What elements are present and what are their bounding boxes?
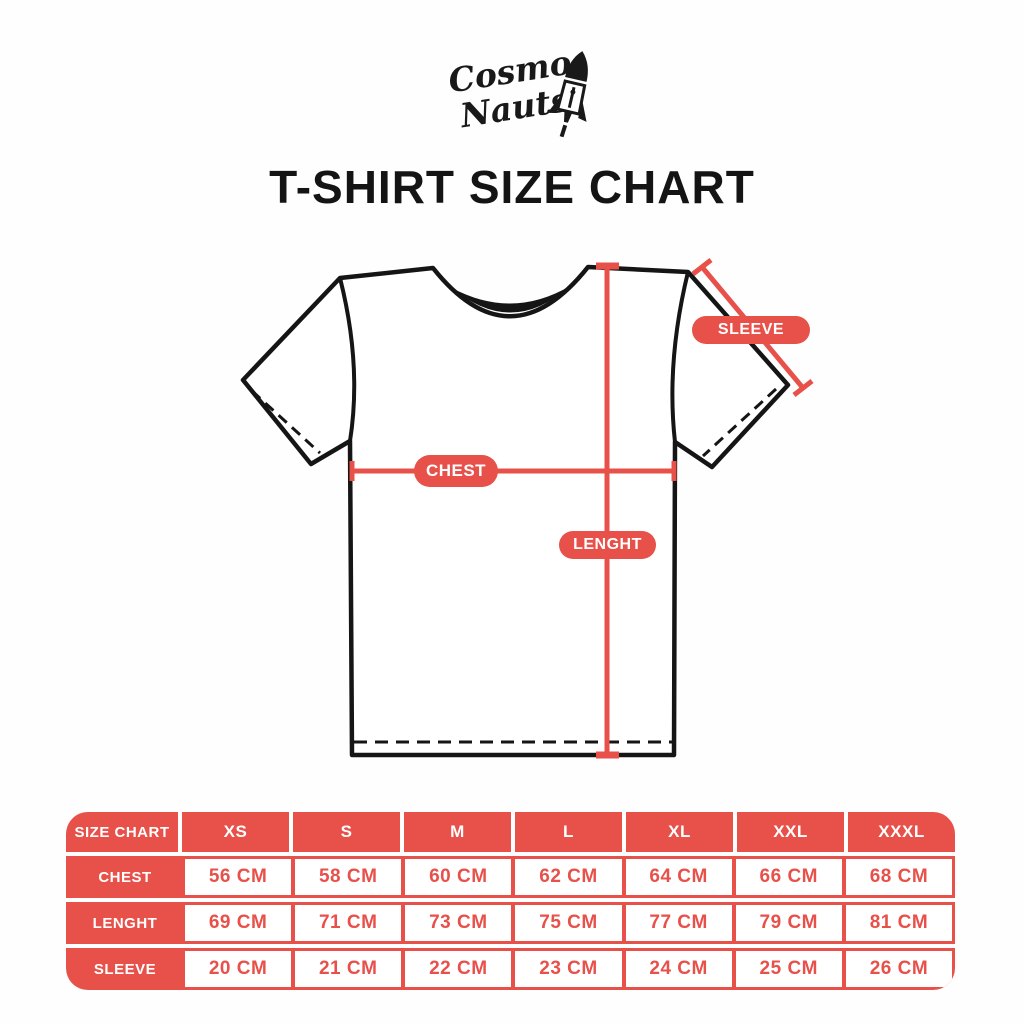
length-xxl-value: 79 CM [735,905,842,941]
sleeve-l-value: 23 CM [515,951,622,987]
chest-m-value: 60 CM [405,859,512,895]
chest-l-value: 62 CM [515,859,622,895]
column-header-xl: XL [626,812,733,852]
length-l-value: 75 CM [515,905,622,941]
chest-xs-value: 56 CM [185,859,292,895]
column-header-m: M [404,812,511,852]
table-header-row: SIZE CHART XS S M L XL XXL XXXL [66,812,955,852]
brand-logo: Cosmo Nauts [430,40,620,150]
sleeve-xs-value: 20 CM [185,951,292,987]
length-xs-value: 69 CM [185,905,292,941]
table-corner-cell: SIZE CHART [66,812,178,852]
sleeve-xxl-value: 25 CM [735,951,842,987]
row-label-sleeve: SLEEVE [69,951,181,987]
measurement-lines [349,258,814,759]
table-row-length: LENGHT 69 CM 71 CM 73 CM 75 CM 77 CM 79 … [66,902,955,944]
column-header-s: S [293,812,400,852]
table-row-sleeve: SLEEVE 20 CM 21 CM 22 CM 23 CM 24 CM 25 … [66,948,955,990]
chest-xxl-value: 66 CM [735,859,842,895]
chest-xxxl-value: 68 CM [845,859,952,895]
column-header-xs: XS [182,812,289,852]
table-row-chest: CHEST 56 CM 58 CM 60 CM 62 CM 64 CM 66 C… [66,856,955,898]
length-m-value: 73 CM [405,905,512,941]
sleeve-m-value: 22 CM [405,951,512,987]
sleeve-xl-value: 24 CM [625,951,732,987]
page-title: T-SHIRT SIZE CHART [269,161,755,213]
column-header-xxl: XXL [737,812,844,852]
sleeve-xxxl-value: 26 CM [845,951,952,987]
chest-measure-label: CHEST [414,455,498,487]
size-table: SIZE CHART XS S M L XL XXL XXXL CHEST 56… [66,812,955,990]
column-header-l: L [515,812,622,852]
length-xxxl-value: 81 CM [845,905,952,941]
chest-xl-value: 64 CM [625,859,732,895]
row-label-chest: CHEST [69,859,181,895]
length-xl-value: 77 CM [625,905,732,941]
chest-s-value: 58 CM [295,859,402,895]
tshirt-outline [240,264,791,758]
collar-band [452,286,570,313]
sleeve-measure-label: SLEEVE [692,316,810,344]
rocket-icon [547,51,588,138]
length-s-value: 71 CM [295,905,402,941]
column-header-xxxl: XXXL [848,812,955,852]
row-label-length: LENGHT [69,905,181,941]
length-measure-label: LENGHT [559,531,656,559]
sleeve-s-value: 21 CM [295,951,402,987]
